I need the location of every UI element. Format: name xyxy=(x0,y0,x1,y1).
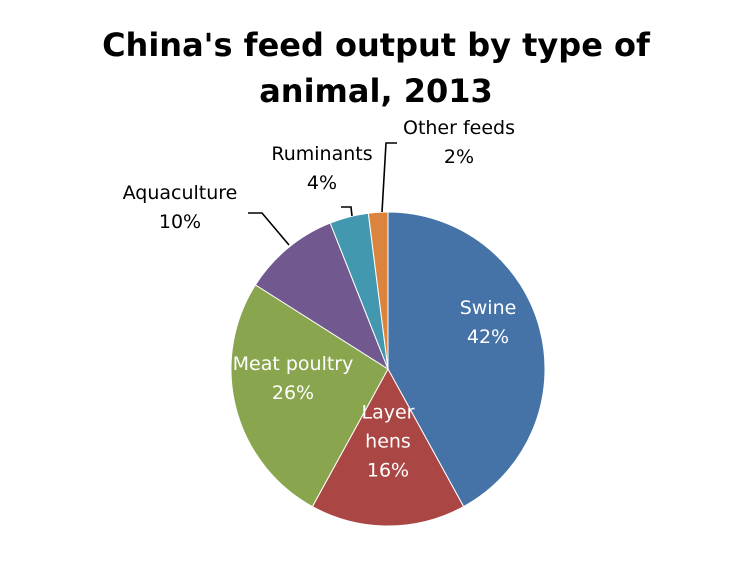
chart-title-line-2: animal, 2013 xyxy=(259,72,493,110)
pie-slice-swine xyxy=(387,211,546,508)
slice-label-meat-poultry: Meat poultry 26% xyxy=(233,353,354,404)
pie-slice-aquaculture xyxy=(254,222,390,371)
slice-label-aquaculture: Aquaculture 10% xyxy=(123,182,238,233)
slice-percent-ruminants: 4% xyxy=(307,172,337,194)
slice-name-ruminants: Ruminants xyxy=(271,143,372,165)
slice-percent-meat-poultry: 26% xyxy=(272,382,314,404)
slice-percent-other-feeds: 2% xyxy=(444,146,474,168)
chart-title-line-1: China's feed output by type of xyxy=(102,26,650,64)
slice-percent-aquaculture: 10% xyxy=(159,211,201,233)
slice-name-layer-hens: hens xyxy=(365,431,411,453)
slice-label-swine: Swine 42% xyxy=(460,297,517,348)
pie-slice-other-feeds xyxy=(367,211,389,370)
leader-line-ruminants xyxy=(341,206,353,217)
pie-slice-layer-hens xyxy=(311,367,465,527)
slice-label-other-feeds: Other feeds 2% xyxy=(403,117,515,168)
chart-title: China's feed output by type of animal, 2… xyxy=(0,22,752,114)
slice-name-other-feeds: Other feeds xyxy=(403,117,515,139)
leader-line-other-feeds xyxy=(381,142,397,213)
slice-name-meat-poultry: Meat poultry xyxy=(233,353,354,375)
slice-label-ruminants: Ruminants 4% xyxy=(271,143,372,194)
slice-name-aquaculture: Aquaculture xyxy=(123,182,238,204)
pie-slice-meat-poultry xyxy=(230,284,389,508)
slice-percent-layer-hens: 16% xyxy=(367,460,409,482)
slice-percent-swine: 42% xyxy=(467,326,509,348)
slice-name-layer-hens: Layer xyxy=(362,402,415,424)
slice-label-layer-hens: Layer hens 16% xyxy=(362,402,415,482)
leader-line-aquaculture xyxy=(248,212,290,246)
slice-name-swine: Swine xyxy=(460,297,517,319)
